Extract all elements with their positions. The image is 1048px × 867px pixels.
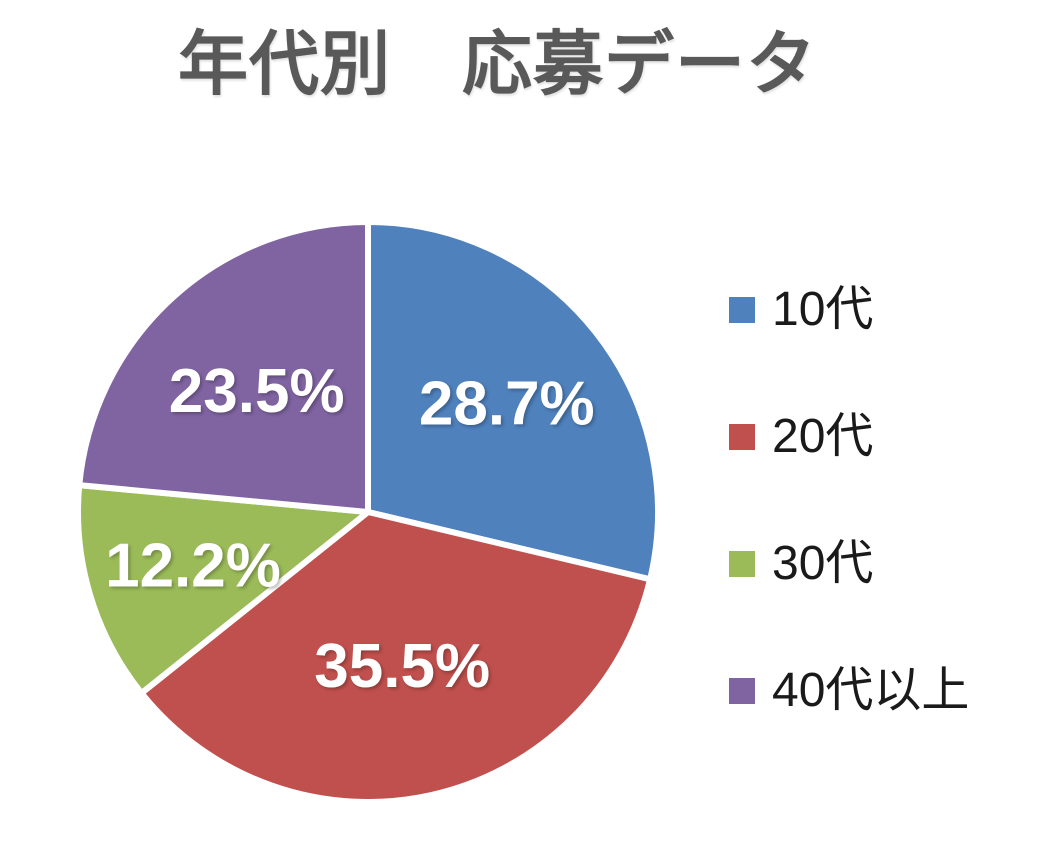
pie-slice[interactable]: [365, 219, 661, 583]
slice-value-label: 12.2%: [105, 531, 281, 600]
pie-slice[interactable]: [138, 509, 654, 805]
legend-item[interactable]: 40代以上: [729, 665, 969, 717]
legend-item[interactable]: 20代: [729, 411, 873, 463]
legend-label: 40代以上: [772, 664, 970, 717]
pie-slice[interactable]: [75, 482, 371, 697]
legend-label: 10代: [772, 283, 874, 336]
legend-swatch-icon: [729, 678, 755, 704]
slice-value-label: 28.7%: [419, 369, 595, 438]
legend-label: 30代: [772, 537, 874, 590]
chart-title: 年代別 応募データ: [178, 25, 817, 103]
legend-swatch-icon: [729, 424, 755, 450]
chart-legend: 10代 20代 30代 40代以上: [729, 0, 1048, 867]
legend-swatch-icon: [729, 551, 755, 577]
legend-label: 20代: [772, 410, 874, 463]
slice-value-label: 23.5%: [169, 357, 345, 426]
slice-value-label: 35.5%: [314, 632, 490, 701]
legend-item[interactable]: 10代: [729, 284, 873, 336]
pie-slice[interactable]: [76, 219, 371, 515]
legend-item[interactable]: 30代: [729, 538, 873, 590]
legend-swatch-icon: [729, 297, 755, 323]
